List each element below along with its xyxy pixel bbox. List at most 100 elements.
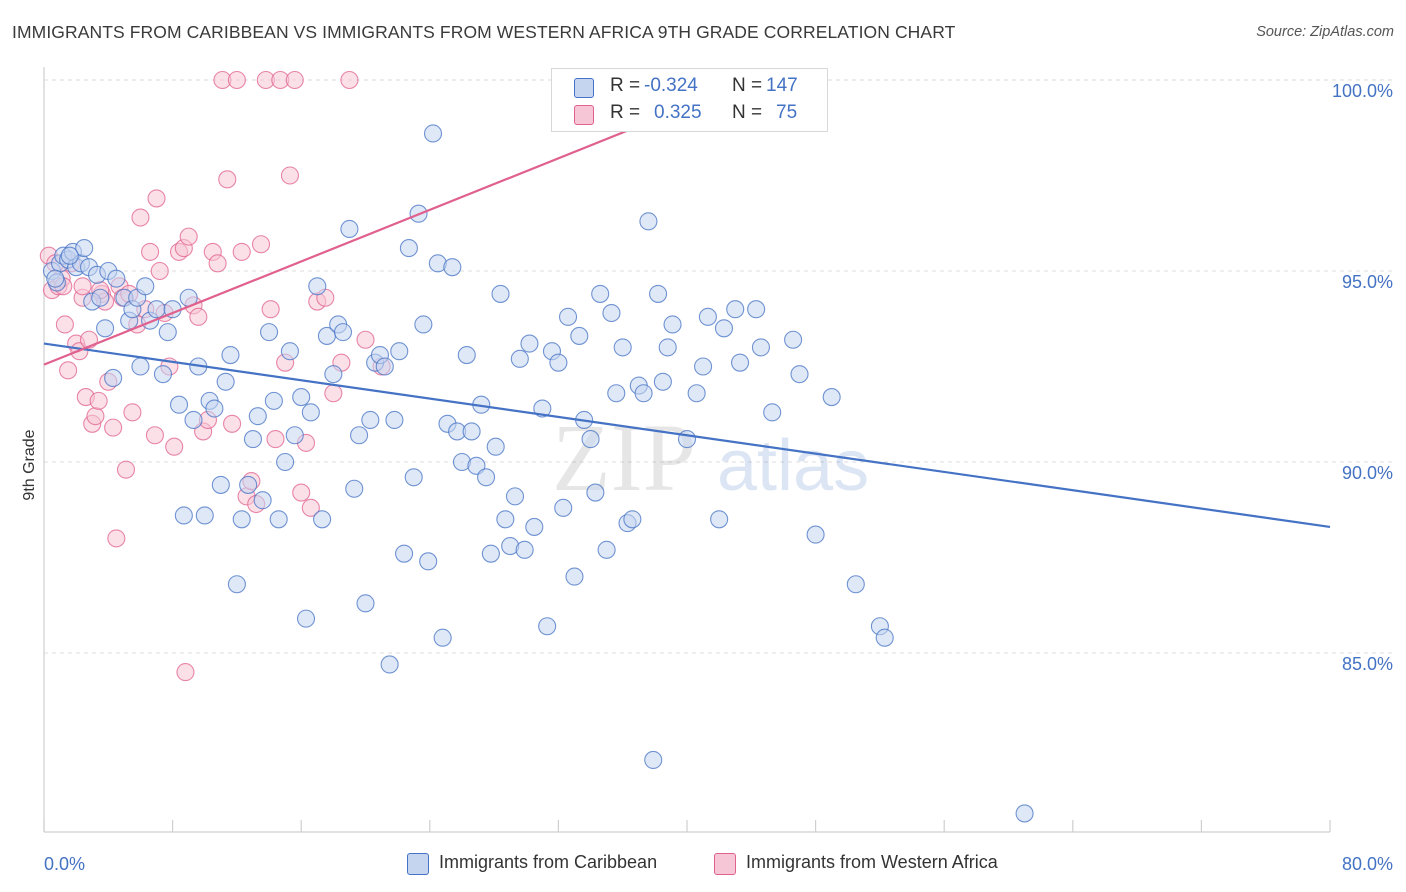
point-caribbean xyxy=(239,475,258,494)
point-western-africa xyxy=(292,483,311,502)
bottom-legend-label-caribbean: Immigrants from Caribbean xyxy=(439,852,658,872)
point-caribbean xyxy=(730,353,750,372)
point-caribbean xyxy=(613,338,632,357)
axes xyxy=(43,67,1331,833)
point-caribbean xyxy=(623,510,642,529)
point-caribbean xyxy=(806,525,825,544)
point-western-africa xyxy=(227,70,246,90)
point-caribbean xyxy=(581,430,600,449)
point-caribbean xyxy=(131,357,150,376)
tick-labels: 85.0% 90.0% 95.0% 100.0% 0.0% 80.0% xyxy=(44,81,1393,874)
legend-r-label: R = xyxy=(610,102,641,123)
point-caribbean xyxy=(345,479,364,498)
point-caribbean xyxy=(875,628,894,647)
point-caribbean xyxy=(227,575,246,594)
point-caribbean xyxy=(457,345,476,365)
point-caribbean xyxy=(147,300,166,319)
point-western-africa xyxy=(150,261,169,281)
point-caribbean xyxy=(481,544,500,563)
point-caribbean xyxy=(710,510,729,529)
point-caribbean xyxy=(399,239,418,258)
watermark-atlas: atlas xyxy=(717,426,869,506)
point-caribbean xyxy=(634,384,653,403)
point-caribbean xyxy=(520,334,539,353)
point-caribbean xyxy=(91,288,110,307)
point-caribbean xyxy=(597,540,616,559)
point-caribbean xyxy=(285,426,304,445)
point-western-africa xyxy=(251,235,271,254)
point-caribbean xyxy=(515,540,534,559)
point-caribbean xyxy=(404,468,423,487)
point-western-africa xyxy=(141,242,160,261)
legend-r-label: R = xyxy=(610,75,641,96)
point-caribbean xyxy=(136,277,155,296)
point-caribbean xyxy=(184,410,203,430)
point-western-africa xyxy=(107,529,126,548)
point-caribbean xyxy=(653,372,672,391)
point-western-africa xyxy=(223,414,242,433)
point-caribbean xyxy=(385,410,404,430)
point-caribbean xyxy=(264,391,283,410)
point-caribbean xyxy=(419,552,438,571)
point-caribbean xyxy=(276,452,295,472)
trend-line-caribbean xyxy=(43,342,1331,529)
point-western-africa xyxy=(208,254,227,273)
point-western-africa xyxy=(55,315,74,334)
point-caribbean xyxy=(784,330,803,349)
point-caribbean xyxy=(462,422,481,441)
point-caribbean xyxy=(591,284,610,303)
y-tick-label: 100.0% xyxy=(1332,81,1393,101)
point-caribbean xyxy=(414,315,433,334)
bottom-legend-swatch-caribbean xyxy=(407,853,429,875)
point-caribbean xyxy=(565,567,584,586)
point-caribbean xyxy=(269,510,288,529)
legend-n-value: 147 xyxy=(766,75,798,96)
point-caribbean xyxy=(649,284,668,303)
point-caribbean xyxy=(232,510,251,529)
legend-r-value: -0.324 xyxy=(644,75,698,96)
point-caribbean xyxy=(639,212,658,231)
y-tick-label: 95.0% xyxy=(1342,272,1393,292)
point-western-africa xyxy=(131,208,150,227)
point-caribbean xyxy=(558,307,578,326)
point-caribbean xyxy=(60,246,79,265)
point-caribbean xyxy=(259,323,279,342)
point-caribbean xyxy=(390,342,409,361)
point-caribbean xyxy=(253,491,272,510)
point-caribbean xyxy=(205,399,224,418)
point-caribbean xyxy=(248,407,267,426)
point-caribbean xyxy=(677,430,697,449)
point-caribbean xyxy=(350,426,369,445)
point-caribbean xyxy=(395,544,414,563)
point-western-africa xyxy=(189,307,208,326)
trend-line-western-africa xyxy=(43,105,688,366)
legend-r-value: 0.325 xyxy=(654,102,702,123)
point-caribbean xyxy=(324,365,343,384)
point-caribbean xyxy=(538,617,557,636)
point-caribbean xyxy=(216,372,235,391)
point-caribbean xyxy=(169,395,189,414)
point-caribbean xyxy=(195,506,214,525)
point-caribbean xyxy=(570,326,589,345)
legend: R = -0.324 N = 147 R = 0.325 N = 75 xyxy=(551,68,828,132)
point-caribbean xyxy=(296,609,316,628)
point-caribbean xyxy=(96,319,115,338)
point-caribbean xyxy=(505,487,525,506)
point-western-africa xyxy=(261,300,280,319)
point-western-africa xyxy=(218,170,237,189)
point-western-africa xyxy=(73,277,92,296)
point-caribbean xyxy=(491,284,510,303)
point-caribbean xyxy=(790,365,809,384)
point-western-africa xyxy=(179,227,198,246)
point-caribbean xyxy=(496,510,515,529)
point-western-africa xyxy=(280,166,299,185)
point-caribbean xyxy=(356,594,375,613)
source-label: Source: ZipAtlas.com xyxy=(1256,24,1394,40)
point-caribbean xyxy=(726,300,745,319)
point-caribbean xyxy=(747,300,766,319)
series-caribbean xyxy=(42,70,1034,823)
point-caribbean xyxy=(486,437,505,456)
point-caribbean xyxy=(822,388,841,407)
point-western-africa xyxy=(147,189,166,208)
point-caribbean xyxy=(308,277,327,296)
